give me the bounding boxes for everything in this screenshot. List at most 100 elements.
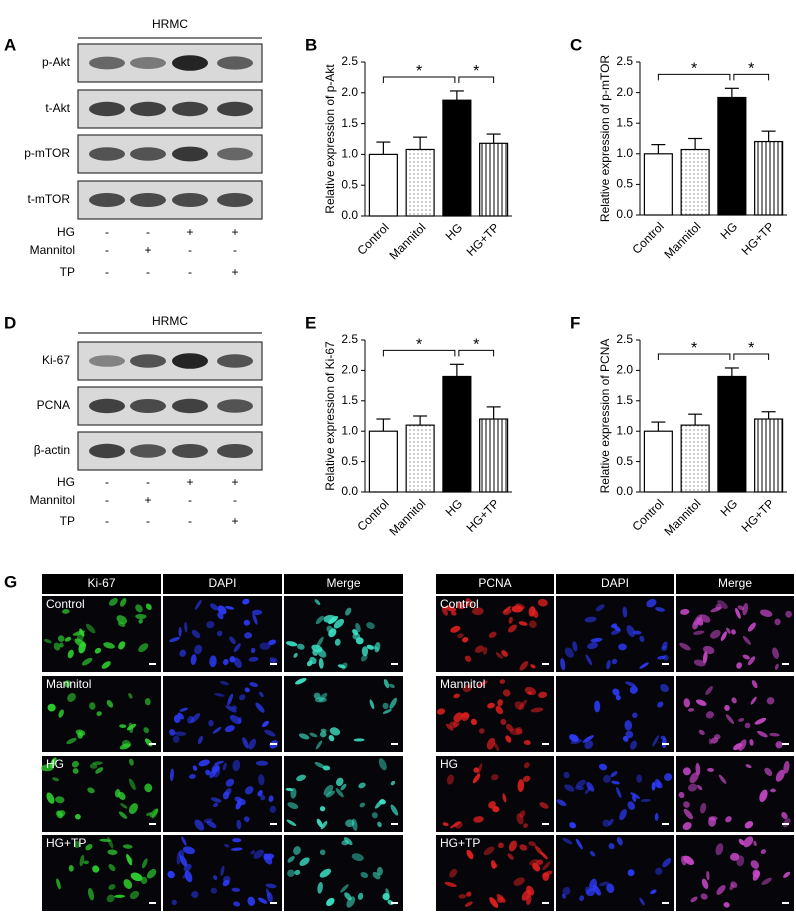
cell: [595, 604, 605, 612]
cell: [654, 813, 659, 821]
cell: [569, 822, 577, 829]
x-tick-label: HG+TP: [464, 496, 502, 534]
cell: [340, 884, 349, 893]
cell: [542, 872, 550, 881]
cell: [377, 821, 382, 828]
cell: [118, 811, 128, 819]
cell: [682, 822, 692, 831]
cell: [695, 699, 707, 706]
bar: [368, 430, 398, 493]
cell: [287, 869, 295, 877]
cell: [92, 865, 100, 873]
row-label: Control: [46, 597, 85, 611]
cell: [127, 856, 133, 863]
cell: [390, 780, 396, 786]
cell: [453, 712, 464, 723]
cell: [717, 600, 728, 610]
cell: [539, 802, 549, 809]
condition-sign: -: [146, 514, 150, 528]
cell: [745, 764, 752, 769]
y-tick-label: 1.5: [616, 393, 633, 407]
cell: [130, 872, 143, 882]
cell: [731, 697, 737, 704]
cell: [44, 638, 52, 644]
y-tick-label: 0.0: [616, 207, 633, 221]
cell: [220, 680, 229, 686]
cell: [625, 681, 636, 687]
significance-bracket: [382, 76, 456, 83]
cell: [505, 723, 514, 732]
cell: [232, 705, 238, 710]
cell: [651, 781, 656, 791]
cell: [325, 790, 336, 798]
cell: [259, 642, 271, 650]
cell: [191, 629, 201, 639]
cell: [747, 656, 756, 666]
cell: [458, 894, 467, 899]
cell: [87, 787, 95, 794]
cell: [585, 654, 593, 666]
cell: [192, 765, 198, 771]
cell: [244, 687, 250, 693]
cell: [630, 740, 637, 750]
condition-sign: -: [105, 243, 109, 257]
cell: [79, 628, 85, 637]
cell: [590, 637, 603, 643]
cell: [106, 700, 114, 708]
cell: [507, 624, 517, 633]
cell: [608, 818, 614, 826]
cell: [695, 762, 701, 776]
cell: [94, 647, 102, 654]
panel-label: C: [570, 35, 582, 54]
cell: [49, 757, 57, 769]
cell: [742, 635, 751, 645]
cell: [444, 881, 457, 888]
cell: [95, 767, 104, 774]
cell: [611, 780, 620, 785]
cell: [319, 731, 327, 738]
cell: [315, 740, 323, 750]
cell: [212, 765, 221, 778]
cell: [250, 647, 256, 654]
cell: [652, 735, 659, 747]
cell: [702, 651, 708, 664]
cell: [243, 619, 251, 626]
cell: [774, 663, 779, 670]
cell: [197, 735, 203, 745]
cell: [108, 864, 116, 872]
cell: [582, 735, 594, 743]
cell: [173, 731, 187, 736]
cell: [457, 633, 464, 639]
cell: [313, 692, 321, 700]
x-tick-label: HG: [718, 496, 741, 519]
cell: [55, 796, 65, 804]
cell: [177, 712, 184, 720]
cell: [229, 656, 236, 663]
cell: [67, 693, 76, 702]
blot-row-label: Ki-67: [42, 353, 70, 367]
cell: [265, 883, 277, 889]
cell: [750, 696, 757, 705]
cell: [206, 620, 215, 629]
cell: [378, 758, 387, 771]
cell: [774, 618, 781, 626]
condition-label: TP: [60, 514, 75, 528]
cell: [285, 641, 298, 647]
cell: [72, 768, 79, 774]
cell: [334, 638, 341, 646]
cell: [738, 739, 747, 751]
cell: [700, 893, 708, 900]
cell: [143, 727, 149, 734]
micrograph: [284, 756, 403, 832]
cell: [757, 730, 768, 738]
cell: [96, 711, 102, 716]
blot-band: [217, 101, 253, 117]
cell: [382, 709, 392, 714]
y-tick-label: 2.0: [341, 85, 358, 99]
cell: [336, 777, 344, 787]
blot-band: [89, 101, 125, 117]
cell: [716, 885, 726, 895]
cell: [556, 799, 567, 807]
cell: [319, 849, 326, 856]
bar: [405, 148, 435, 217]
